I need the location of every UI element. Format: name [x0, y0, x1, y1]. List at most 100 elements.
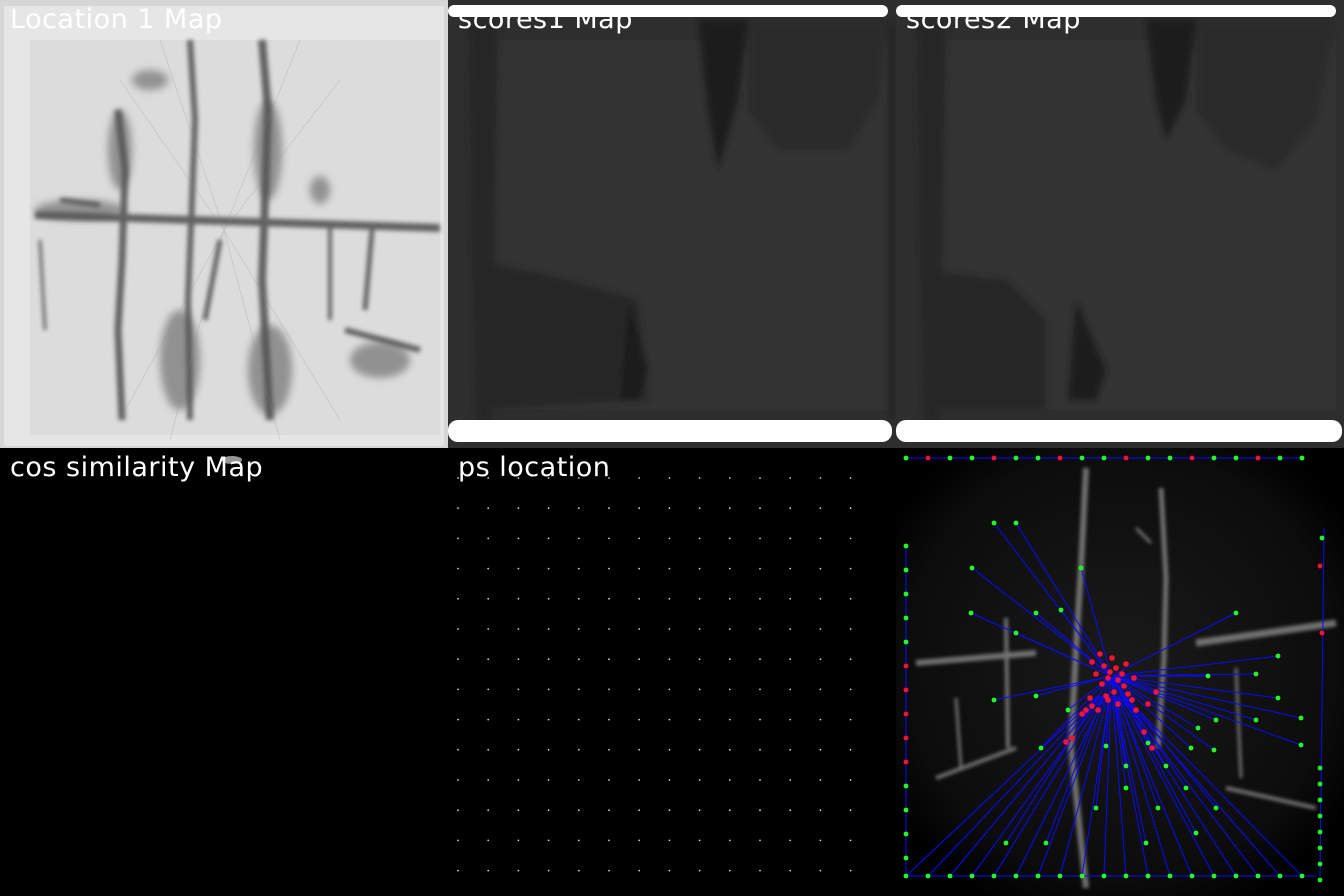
ps-location-dot	[517, 477, 520, 479]
ps-location-dot	[457, 809, 459, 812]
keypoint-green	[1035, 455, 1041, 461]
ps-location-dot	[728, 718, 731, 721]
ps-location-dot	[457, 748, 459, 751]
keypoint-green	[903, 783, 909, 789]
match-line	[905, 695, 1098, 877]
match-lines	[905, 457, 1325, 877]
keypoint-green	[1079, 455, 1085, 461]
ps-location-dot	[547, 628, 550, 630]
ps-location-dot	[638, 477, 641, 479]
ps-location-dot	[517, 718, 520, 721]
keypoint-green	[1275, 653, 1281, 659]
keypoints-green	[903, 455, 1325, 883]
ps-location-dot	[728, 809, 731, 812]
ps-location-dot	[849, 658, 852, 661]
keypoint-green	[1317, 829, 1323, 835]
match-line	[1111, 678, 1159, 809]
ps-location-dot	[547, 477, 550, 479]
ps-location-dot	[819, 628, 822, 630]
ps-location-dot	[668, 567, 671, 570]
ps-location-dot	[819, 809, 822, 812]
keypoint-green	[1253, 671, 1259, 677]
ps-location-dot	[668, 748, 671, 751]
ps-location-dot	[547, 658, 550, 661]
match-line	[971, 695, 1103, 877]
panel-title: Location 1 Map	[10, 4, 223, 35]
keypoint-green	[1103, 743, 1109, 749]
keypoint-green	[1317, 861, 1323, 867]
ps-location-dot	[547, 839, 550, 842]
ps-location-dot	[668, 537, 671, 540]
location-1-map-panel: Location 1 Map	[0, 0, 448, 448]
keypoint-green	[1213, 717, 1219, 723]
ps-location-dot	[577, 748, 580, 751]
keypoint-green	[1167, 455, 1173, 461]
ps-location-dot	[668, 839, 671, 842]
ps-location-dot	[608, 628, 610, 630]
ps-location-dot	[668, 718, 671, 721]
keypoint-green	[1101, 455, 1107, 461]
keypoint-green	[903, 831, 909, 837]
keypoint-green	[1233, 610, 1239, 616]
ps-location-dot	[819, 688, 822, 691]
match-line	[971, 567, 1109, 675]
cos-similarity-map-panel: cos similarity Map	[0, 448, 448, 896]
ps-location-dot	[849, 748, 852, 751]
ps-location-dot	[759, 507, 761, 510]
keypoint-red	[1317, 563, 1323, 569]
keypoint-red	[1107, 669, 1113, 675]
keypoint-red	[1095, 707, 1101, 713]
keypoint-red	[903, 711, 909, 717]
keypoint-green	[1317, 813, 1323, 819]
ps-location-dot	[698, 688, 701, 691]
ps-location-dot	[759, 809, 761, 812]
keypoint-red	[1057, 455, 1063, 461]
keypoint-green	[1065, 707, 1071, 713]
keypoint-green	[1123, 763, 1129, 769]
match-line	[1045, 679, 1111, 844]
ps-location-dot	[457, 597, 459, 600]
ps-location-dot	[728, 537, 731, 540]
cos-similarity-map-image	[0, 448, 448, 896]
keypoint-green	[1299, 455, 1305, 461]
ps-location-dot	[608, 477, 610, 479]
ps-location-dot	[819, 779, 822, 781]
ps-location-dot	[698, 537, 701, 540]
keypoint-red	[991, 455, 997, 461]
ps-location-dot	[789, 839, 792, 842]
ps-location-dot	[849, 809, 852, 812]
ps-location-dot	[789, 537, 792, 540]
ps-location-dot	[608, 688, 610, 691]
ps-location-dot	[638, 688, 641, 691]
ps-location-dot	[638, 748, 641, 751]
keypoint-green	[1299, 873, 1305, 879]
keypoint-green	[1058, 607, 1064, 613]
keypoint-green	[1093, 805, 1099, 811]
ps-location-dot	[577, 537, 580, 540]
keypoint-green	[1233, 455, 1239, 461]
ps-location-dot	[849, 688, 852, 691]
ps-location-dot	[608, 718, 610, 721]
ps-location-dot	[668, 507, 671, 510]
keypoint-green	[969, 873, 975, 879]
ps-location-dot	[759, 537, 761, 540]
keypoint-red	[1083, 707, 1089, 713]
ps-location-dot	[789, 597, 792, 600]
keypoint-green	[1145, 873, 1151, 879]
match-line	[1035, 675, 1110, 697]
ps-location-dot	[457, 688, 459, 691]
ps-location-dot	[698, 748, 701, 751]
ps-location-dot	[728, 567, 731, 570]
ps-location-dot	[547, 779, 550, 781]
ps-location-dot	[728, 597, 731, 600]
ps-location-dot	[698, 658, 701, 661]
keypoint-red	[1079, 711, 1085, 717]
ps-location-dot	[638, 869, 641, 872]
keypoint-green	[1167, 873, 1173, 879]
keypoint-green	[1033, 610, 1039, 616]
ps-location-dot	[698, 507, 701, 510]
keypoint-red	[1131, 675, 1137, 681]
ps-location-dot	[608, 537, 610, 540]
ps-location-dot	[819, 537, 822, 540]
